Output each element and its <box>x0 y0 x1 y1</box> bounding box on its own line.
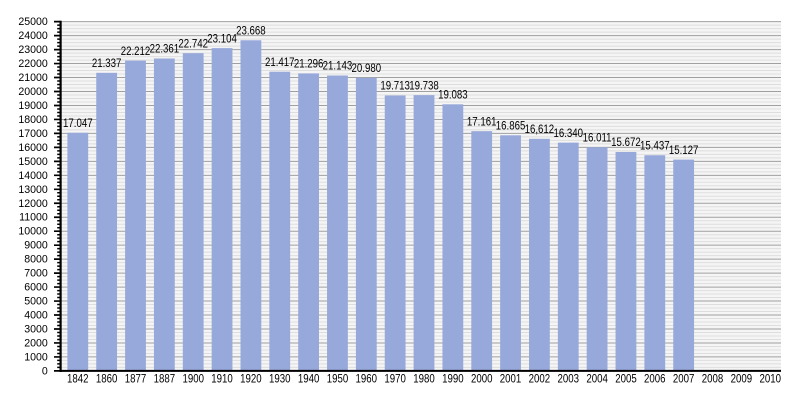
svg-text:1980: 1980 <box>413 372 435 385</box>
svg-text:2006: 2006 <box>644 372 666 385</box>
svg-text:15000: 15000 <box>18 156 48 168</box>
svg-text:2002: 2002 <box>529 372 551 385</box>
svg-text:20.980: 20.980 <box>352 62 382 75</box>
svg-text:19.083: 19.083 <box>438 89 468 102</box>
svg-text:2005: 2005 <box>615 372 637 385</box>
svg-text:3000: 3000 <box>24 323 48 335</box>
svg-text:15.437: 15.437 <box>640 140 670 153</box>
svg-text:2001: 2001 <box>500 372 522 385</box>
svg-text:1910: 1910 <box>211 372 233 385</box>
svg-text:15.127: 15.127 <box>669 144 699 157</box>
svg-text:8000: 8000 <box>24 254 48 266</box>
svg-text:1930: 1930 <box>269 372 291 385</box>
svg-text:17.161: 17.161 <box>467 116 497 129</box>
svg-text:22.742: 22.742 <box>178 38 208 51</box>
svg-text:1900: 1900 <box>182 372 204 385</box>
svg-text:2000: 2000 <box>471 372 493 385</box>
svg-text:16.011: 16.011 <box>583 132 612 145</box>
svg-text:21.143: 21.143 <box>323 60 353 73</box>
svg-text:16,612: 16,612 <box>525 123 555 136</box>
svg-text:11000: 11000 <box>19 212 48 224</box>
svg-text:1940: 1940 <box>298 372 320 385</box>
svg-text:19.713: 19.713 <box>380 80 410 93</box>
svg-text:25000: 25000 <box>18 16 48 28</box>
svg-text:1990: 1990 <box>442 372 464 385</box>
svg-text:19.738: 19.738 <box>409 80 439 93</box>
svg-text:2003: 2003 <box>557 372 579 385</box>
svg-text:16000: 16000 <box>18 142 48 154</box>
svg-text:16.865: 16.865 <box>496 120 526 133</box>
svg-text:21000: 21000 <box>18 72 48 84</box>
svg-text:13000: 13000 <box>18 184 48 196</box>
svg-text:21.417: 21.417 <box>265 56 295 69</box>
svg-text:1970: 1970 <box>384 372 406 385</box>
svg-text:1000: 1000 <box>24 351 48 363</box>
svg-text:12000: 12000 <box>18 198 48 210</box>
svg-text:15.672: 15.672 <box>611 136 641 149</box>
svg-text:2004: 2004 <box>586 372 608 385</box>
svg-text:0: 0 <box>42 365 48 377</box>
svg-text:1887: 1887 <box>154 372 176 385</box>
svg-text:21.337: 21.337 <box>92 57 122 70</box>
svg-text:10000: 10000 <box>18 226 48 238</box>
svg-text:18000: 18000 <box>18 114 48 126</box>
svg-text:1920: 1920 <box>240 372 262 385</box>
svg-text:23.668: 23.668 <box>236 25 266 38</box>
svg-text:4000: 4000 <box>24 310 48 322</box>
svg-text:5000: 5000 <box>24 296 48 308</box>
svg-text:2000: 2000 <box>24 337 48 349</box>
svg-text:1960: 1960 <box>356 372 378 385</box>
svg-text:1877: 1877 <box>125 372 147 385</box>
svg-text:9000: 9000 <box>24 240 48 252</box>
svg-text:17000: 17000 <box>18 128 48 140</box>
svg-text:23000: 23000 <box>18 44 48 56</box>
svg-text:7000: 7000 <box>24 268 48 280</box>
svg-text:1860: 1860 <box>96 372 118 385</box>
svg-text:2010: 2010 <box>759 372 781 385</box>
svg-text:1950: 1950 <box>327 372 349 385</box>
svg-text:24000: 24000 <box>18 30 48 42</box>
svg-text:20000: 20000 <box>18 86 48 98</box>
svg-text:22.361: 22.361 <box>150 43 180 56</box>
svg-text:6000: 6000 <box>24 282 48 294</box>
svg-text:14000: 14000 <box>18 170 48 182</box>
svg-text:1842: 1842 <box>67 372 89 385</box>
svg-text:2009: 2009 <box>731 372 753 385</box>
svg-text:19000: 19000 <box>18 100 48 112</box>
svg-text:21.296: 21.296 <box>294 58 324 71</box>
svg-text:2008: 2008 <box>702 372 724 385</box>
svg-text:22000: 22000 <box>18 58 48 70</box>
svg-text:22.212: 22.212 <box>121 45 151 58</box>
svg-text:23.104: 23.104 <box>207 32 237 45</box>
svg-text:16.340: 16.340 <box>553 127 583 140</box>
svg-text:2007: 2007 <box>673 372 695 385</box>
svg-text:17.047: 17.047 <box>63 117 93 130</box>
